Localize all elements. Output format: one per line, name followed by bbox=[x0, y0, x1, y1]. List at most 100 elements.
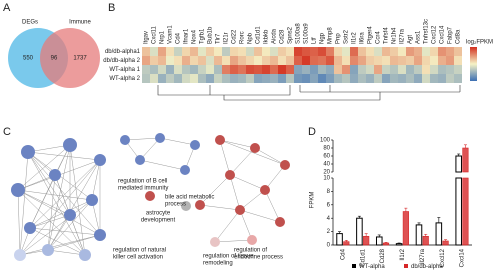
panel-label: D bbox=[308, 126, 316, 138]
gene-label: Pnp bbox=[336, 33, 342, 44]
network-edge bbox=[47, 249, 86, 256]
heatmap-cell bbox=[158, 65, 166, 74]
network-edge bbox=[124, 137, 161, 141]
heatmap-cell bbox=[318, 65, 326, 74]
heatmap-cell bbox=[286, 56, 294, 65]
bar bbox=[402, 211, 409, 246]
bar bbox=[435, 222, 443, 246]
network-edge bbox=[264, 189, 281, 223]
heatmap-cell bbox=[294, 65, 302, 74]
heatmap-cell bbox=[230, 65, 238, 74]
venn-set bbox=[40, 28, 100, 88]
heatmap-cell bbox=[374, 56, 382, 65]
gene-label: S100a8 bbox=[296, 23, 302, 44]
gene-label: Aicda bbox=[272, 28, 278, 44]
y-tick-label: 6 bbox=[327, 202, 331, 208]
network-edge bbox=[139, 159, 186, 171]
venn-count: 96 bbox=[51, 56, 58, 62]
heatmap-cell bbox=[182, 47, 190, 56]
y-tick-label: 40 bbox=[323, 162, 330, 168]
heatmap-cell bbox=[222, 47, 230, 56]
node-label: regulation of tissue bbox=[203, 254, 254, 260]
heatmap-cell bbox=[398, 74, 406, 83]
y-tick-label: 10 bbox=[323, 176, 330, 182]
network-edge bbox=[229, 174, 266, 191]
heatmap-cell bbox=[414, 56, 422, 65]
network-edge bbox=[17, 189, 101, 236]
gene-label: Il1r2 bbox=[352, 32, 358, 44]
heatmap-cell bbox=[150, 74, 158, 83]
heatmap-cell bbox=[238, 65, 246, 74]
heatmap-cell bbox=[350, 56, 358, 65]
heatmap-cell bbox=[382, 47, 390, 56]
gene-label: Nr1h4 bbox=[392, 27, 398, 44]
venn-count: 550 bbox=[23, 56, 34, 62]
network-edge bbox=[29, 199, 93, 229]
heatmap-cell bbox=[438, 74, 446, 83]
heatmap-cell bbox=[398, 65, 406, 74]
heatmap-cell bbox=[158, 47, 166, 56]
gene-label: Tlr7 bbox=[216, 33, 222, 44]
heatmap-cell bbox=[342, 56, 350, 65]
y-tick-label: 80 bbox=[323, 146, 330, 152]
gene-label: Ikbkb bbox=[264, 29, 270, 44]
legend-marker bbox=[404, 264, 408, 268]
bar bbox=[395, 243, 403, 246]
heatmap-cell bbox=[422, 74, 430, 83]
node-label: astrocyte bbox=[146, 211, 171, 217]
network-edge bbox=[27, 144, 71, 153]
node-label: process bbox=[165, 202, 186, 208]
heatmap-cell bbox=[246, 47, 254, 56]
network-node bbox=[64, 209, 76, 221]
gene-label: Spns2 bbox=[288, 26, 294, 44]
heatmap-cell bbox=[406, 65, 414, 74]
heatmap-cell bbox=[430, 47, 438, 56]
network-node bbox=[94, 154, 106, 166]
heatmap-cell bbox=[342, 74, 350, 83]
heatmap-cell bbox=[390, 47, 398, 56]
network-edge bbox=[29, 227, 101, 236]
bar bbox=[462, 177, 469, 246]
heatmap-cell bbox=[318, 56, 326, 65]
bar bbox=[363, 235, 370, 246]
heatmap-cell bbox=[142, 47, 150, 56]
legend-label: WT-alpha bbox=[359, 264, 385, 270]
heatmap-cell bbox=[182, 74, 190, 83]
heatmap-cell bbox=[310, 47, 318, 56]
heatmap-cell bbox=[318, 74, 326, 83]
network-edge bbox=[29, 159, 101, 229]
heatmap-cell bbox=[390, 65, 398, 74]
network-edge bbox=[47, 234, 101, 251]
bar bbox=[422, 235, 429, 246]
heatmap-cell bbox=[262, 47, 270, 56]
heatmap-cell bbox=[198, 65, 206, 74]
bar bbox=[382, 242, 390, 246]
network-node bbox=[247, 235, 257, 245]
heatmap-cell bbox=[398, 56, 406, 65]
heatmap-cell bbox=[390, 56, 398, 65]
colorbar bbox=[470, 47, 477, 81]
heatmap-cell bbox=[414, 47, 422, 56]
heatmap-cell bbox=[390, 74, 398, 83]
gene-label: Il21r bbox=[224, 32, 230, 44]
heatmap-cell bbox=[182, 65, 190, 74]
heatmap-cell bbox=[326, 47, 334, 56]
gene-label: Cd1d1 bbox=[256, 26, 262, 44]
heatmap-cell bbox=[198, 47, 206, 56]
heatmap-cell bbox=[262, 65, 270, 74]
network-edge bbox=[254, 147, 286, 166]
gene-label: Rorc bbox=[240, 31, 246, 44]
heatmap-cell bbox=[366, 65, 374, 74]
network-edge bbox=[47, 144, 71, 251]
gene-label: Ifnar1 bbox=[184, 28, 190, 44]
venn-set-label: Immune bbox=[69, 20, 91, 26]
heatmap-cell bbox=[406, 74, 414, 83]
network-edge bbox=[199, 174, 231, 206]
heatmap-cell bbox=[358, 47, 366, 56]
heatmap-cell bbox=[382, 65, 390, 74]
network-edge bbox=[29, 227, 86, 256]
heatmap-cell bbox=[158, 56, 166, 65]
heatmap-cell bbox=[230, 56, 238, 65]
gene-label: Fabp7 bbox=[448, 26, 454, 44]
heatmap-cell bbox=[142, 74, 150, 83]
